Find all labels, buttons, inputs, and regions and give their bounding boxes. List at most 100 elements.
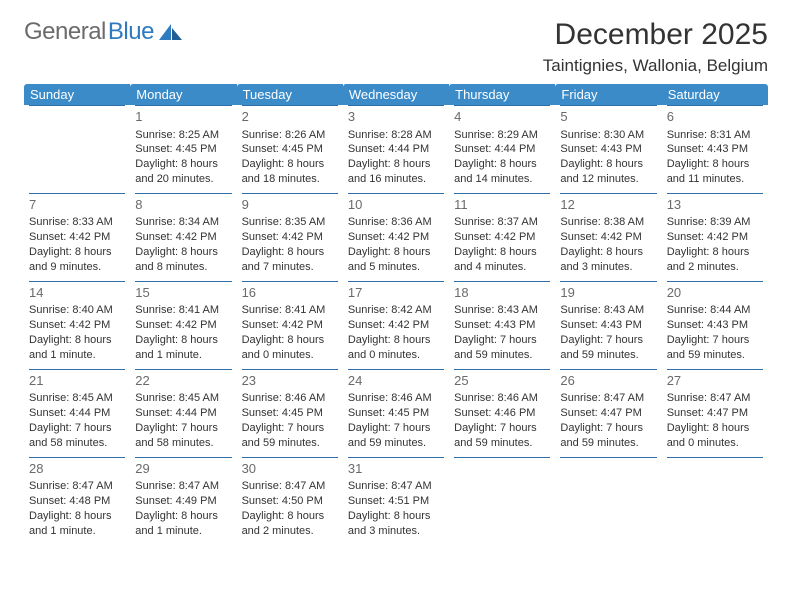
sunrise-text: Sunrise: 8:43 AM xyxy=(454,303,550,318)
sunset-text: Sunset: 4:42 PM xyxy=(454,230,550,245)
sunset-text: Sunset: 4:45 PM xyxy=(348,406,444,421)
sunrise-text: Sunrise: 8:43 AM xyxy=(560,303,656,318)
sunrise-text: Sunrise: 8:40 AM xyxy=(29,303,125,318)
sunset-text: Sunset: 4:44 PM xyxy=(348,142,444,157)
sunset-text: Sunset: 4:42 PM xyxy=(29,230,125,245)
daylight-text: Daylight: 8 hours and 2 minutes. xyxy=(242,509,338,539)
sunset-text: Sunset: 4:43 PM xyxy=(560,142,656,157)
day-number: 1 xyxy=(135,105,231,127)
calendar-week: 21Sunrise: 8:45 AMSunset: 4:44 PMDayligh… xyxy=(24,369,768,457)
day-number: 29 xyxy=(135,457,231,479)
daylight-text: Daylight: 7 hours and 59 minutes. xyxy=(454,333,550,363)
day-number: 25 xyxy=(454,369,550,391)
sunset-text: Sunset: 4:49 PM xyxy=(135,494,231,509)
day-number: 7 xyxy=(29,193,125,215)
calendar-cell: 30Sunrise: 8:47 AMSunset: 4:50 PMDayligh… xyxy=(237,457,343,545)
calendar-cell: 27Sunrise: 8:47 AMSunset: 4:47 PMDayligh… xyxy=(662,369,768,457)
calendar-cell: 17Sunrise: 8:42 AMSunset: 4:42 PMDayligh… xyxy=(343,281,449,369)
daylight-text: Daylight: 7 hours and 59 minutes. xyxy=(667,333,763,363)
sunset-text: Sunset: 4:42 PM xyxy=(242,318,338,333)
calendar-cell: 10Sunrise: 8:36 AMSunset: 4:42 PMDayligh… xyxy=(343,193,449,281)
sunset-text: Sunset: 4:44 PM xyxy=(29,406,125,421)
calendar-cell: 22Sunrise: 8:45 AMSunset: 4:44 PMDayligh… xyxy=(130,369,236,457)
daylight-text: Daylight: 8 hours and 5 minutes. xyxy=(348,245,444,275)
calendar-cell: 5Sunrise: 8:30 AMSunset: 4:43 PMDaylight… xyxy=(555,105,661,193)
location-text: Taintignies, Wallonia, Belgium xyxy=(543,56,768,76)
calendar-cell: 1Sunrise: 8:25 AMSunset: 4:45 PMDaylight… xyxy=(130,105,236,193)
daylight-text: Daylight: 8 hours and 3 minutes. xyxy=(348,509,444,539)
calendar-week: 14Sunrise: 8:40 AMSunset: 4:42 PMDayligh… xyxy=(24,281,768,369)
sunrise-text: Sunrise: 8:37 AM xyxy=(454,215,550,230)
daylight-text: Daylight: 7 hours and 59 minutes. xyxy=(348,421,444,451)
sunrise-text: Sunrise: 8:41 AM xyxy=(135,303,231,318)
daylight-text: Daylight: 8 hours and 9 minutes. xyxy=(29,245,125,275)
day-number: 10 xyxy=(348,193,444,215)
sunset-text: Sunset: 4:44 PM xyxy=(135,406,231,421)
calendar-cell: 23Sunrise: 8:46 AMSunset: 4:45 PMDayligh… xyxy=(237,369,343,457)
sunset-text: Sunset: 4:43 PM xyxy=(560,318,656,333)
title-block: December 2025 Taintignies, Wallonia, Bel… xyxy=(543,18,768,76)
day-number: 30 xyxy=(242,457,338,479)
day-number: 26 xyxy=(560,369,656,391)
daylight-text: Daylight: 7 hours and 59 minutes. xyxy=(242,421,338,451)
calendar-week: 28Sunrise: 8:47 AMSunset: 4:48 PMDayligh… xyxy=(24,457,768,545)
day-number: 14 xyxy=(29,281,125,303)
day-number xyxy=(560,457,656,475)
daylight-text: Daylight: 8 hours and 18 minutes. xyxy=(242,157,338,187)
calendar-cell: 6Sunrise: 8:31 AMSunset: 4:43 PMDaylight… xyxy=(662,105,768,193)
day-number: 21 xyxy=(29,369,125,391)
sunset-text: Sunset: 4:45 PM xyxy=(242,406,338,421)
daylight-text: Daylight: 7 hours and 58 minutes. xyxy=(29,421,125,451)
sunrise-text: Sunrise: 8:34 AM xyxy=(135,215,231,230)
calendar-cell: 13Sunrise: 8:39 AMSunset: 4:42 PMDayligh… xyxy=(662,193,768,281)
calendar-cell: 16Sunrise: 8:41 AMSunset: 4:42 PMDayligh… xyxy=(237,281,343,369)
sunrise-text: Sunrise: 8:29 AM xyxy=(454,128,550,143)
sunset-text: Sunset: 4:47 PM xyxy=(667,406,763,421)
calendar-cell: 9Sunrise: 8:35 AMSunset: 4:42 PMDaylight… xyxy=(237,193,343,281)
calendar-cell: 2Sunrise: 8:26 AMSunset: 4:45 PMDaylight… xyxy=(237,105,343,193)
sunset-text: Sunset: 4:51 PM xyxy=(348,494,444,509)
weekday-header: Saturday xyxy=(662,84,768,105)
daylight-text: Daylight: 8 hours and 16 minutes. xyxy=(348,157,444,187)
calendar-cell: 3Sunrise: 8:28 AMSunset: 4:44 PMDaylight… xyxy=(343,105,449,193)
sunset-text: Sunset: 4:42 PM xyxy=(135,318,231,333)
daylight-text: Daylight: 8 hours and 14 minutes. xyxy=(454,157,550,187)
day-number xyxy=(667,457,763,475)
calendar-cell xyxy=(449,457,555,545)
daylight-text: Daylight: 8 hours and 12 minutes. xyxy=(560,157,656,187)
day-number: 28 xyxy=(29,457,125,479)
daylight-text: Daylight: 8 hours and 8 minutes. xyxy=(135,245,231,275)
day-number: 24 xyxy=(348,369,444,391)
sunset-text: Sunset: 4:46 PM xyxy=(454,406,550,421)
sunrise-text: Sunrise: 8:47 AM xyxy=(667,391,763,406)
sunrise-text: Sunrise: 8:47 AM xyxy=(135,479,231,494)
day-number: 11 xyxy=(454,193,550,215)
sunrise-text: Sunrise: 8:31 AM xyxy=(667,128,763,143)
day-number: 3 xyxy=(348,105,444,127)
day-number: 23 xyxy=(242,369,338,391)
sunrise-text: Sunrise: 8:28 AM xyxy=(348,128,444,143)
sunrise-text: Sunrise: 8:45 AM xyxy=(29,391,125,406)
day-number: 18 xyxy=(454,281,550,303)
weekday-header: Wednesday xyxy=(343,84,449,105)
sunset-text: Sunset: 4:43 PM xyxy=(667,318,763,333)
brand-logo: GeneralBlue xyxy=(24,18,184,46)
calendar-cell: 19Sunrise: 8:43 AMSunset: 4:43 PMDayligh… xyxy=(555,281,661,369)
calendar-cell: 14Sunrise: 8:40 AMSunset: 4:42 PMDayligh… xyxy=(24,281,130,369)
calendar-cell: 26Sunrise: 8:47 AMSunset: 4:47 PMDayligh… xyxy=(555,369,661,457)
sunrise-text: Sunrise: 8:47 AM xyxy=(348,479,444,494)
sunset-text: Sunset: 4:45 PM xyxy=(135,142,231,157)
sunset-text: Sunset: 4:42 PM xyxy=(29,318,125,333)
calendar-week: 7Sunrise: 8:33 AMSunset: 4:42 PMDaylight… xyxy=(24,193,768,281)
brand-part1: General xyxy=(24,18,106,46)
daylight-text: Daylight: 8 hours and 7 minutes. xyxy=(242,245,338,275)
daylight-text: Daylight: 7 hours and 59 minutes. xyxy=(560,421,656,451)
day-number: 2 xyxy=(242,105,338,127)
day-number: 27 xyxy=(667,369,763,391)
daylight-text: Daylight: 8 hours and 3 minutes. xyxy=(560,245,656,275)
daylight-text: Daylight: 8 hours and 2 minutes. xyxy=(667,245,763,275)
sunset-text: Sunset: 4:45 PM xyxy=(242,142,338,157)
calendar-cell: 7Sunrise: 8:33 AMSunset: 4:42 PMDaylight… xyxy=(24,193,130,281)
weekday-header: Monday xyxy=(130,84,236,105)
header: GeneralBlue December 2025 Taintignies, W… xyxy=(24,18,768,76)
